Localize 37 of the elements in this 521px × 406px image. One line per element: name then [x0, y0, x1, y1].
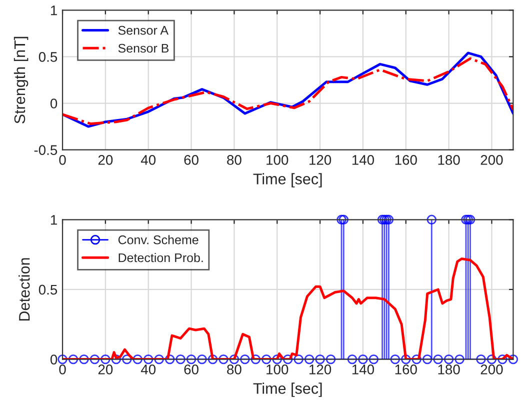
x-tick-label: 100	[266, 364, 288, 374]
x-tick-label: 40	[140, 364, 156, 374]
legend-label: Sensor A	[118, 26, 168, 35]
x-tick-label: 160	[395, 155, 417, 165]
y-tick-label: 1	[50, 6, 57, 16]
x-tick-label: 0	[59, 364, 66, 374]
legend-label: Sensor B	[118, 44, 169, 53]
y-tick-label: -0.5	[34, 145, 58, 155]
x-tick-label: 140	[352, 364, 374, 374]
x-tick-label: 20	[98, 155, 113, 165]
x-tick-label: 200	[480, 364, 503, 374]
x-tick-label: 60	[184, 364, 198, 374]
y-tick-label: 0.5	[38, 52, 58, 62]
x-tick-label: 120	[310, 155, 332, 165]
x-tick-label: 180	[438, 364, 460, 374]
x-tick-label: 0	[59, 155, 66, 165]
y-axis-title: Strength [nT]	[14, 36, 28, 124]
y-tick-label: 1	[50, 215, 57, 225]
y-tick-label: 0	[50, 98, 58, 108]
x-axis-title: Time [sec]	[253, 173, 322, 188]
x-tick-label: 100	[266, 155, 288, 165]
y-tick-label: 0	[50, 354, 58, 364]
x-tick-label: 20	[98, 364, 113, 374]
x-tick-label: 160	[395, 364, 417, 374]
legend-label: Conv. Scheme	[118, 235, 198, 244]
legend-label: Detection Prob.	[118, 252, 203, 262]
x-tick-label: 80	[227, 364, 242, 374]
x-tick-label: 140	[352, 155, 374, 165]
x-tick-label: 60	[184, 155, 198, 165]
x-tick-label: 40	[140, 155, 156, 165]
x-axis-title: Time [sec]	[253, 382, 322, 397]
x-tick-label: 80	[227, 155, 242, 165]
x-tick-label: 120	[310, 364, 332, 374]
x-tick-label: 180	[438, 155, 460, 165]
y-tick-label: 0.5	[38, 284, 58, 295]
y-axis-title: Detection	[18, 258, 30, 320]
x-tick-label: 200	[480, 155, 503, 165]
